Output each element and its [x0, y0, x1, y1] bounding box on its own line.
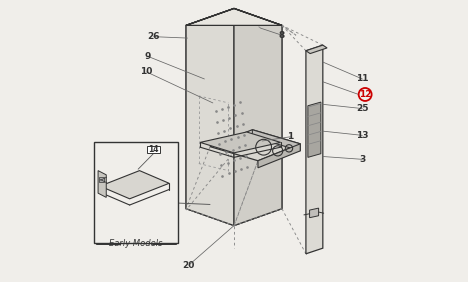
Polygon shape	[234, 8, 282, 226]
Polygon shape	[200, 132, 280, 153]
Polygon shape	[100, 171, 169, 199]
Polygon shape	[210, 130, 300, 161]
Bar	[99, 177, 104, 182]
Text: 20: 20	[183, 261, 195, 270]
Text: 12: 12	[359, 90, 372, 99]
Text: 26: 26	[147, 32, 160, 41]
Polygon shape	[308, 102, 321, 157]
Polygon shape	[306, 45, 323, 254]
Text: 25: 25	[356, 104, 369, 113]
Polygon shape	[309, 208, 319, 218]
Polygon shape	[186, 8, 234, 226]
Bar	[95, 142, 177, 243]
Text: 1: 1	[287, 132, 293, 141]
Polygon shape	[306, 45, 327, 54]
Text: Early Models: Early Models	[109, 239, 162, 248]
Polygon shape	[98, 171, 106, 197]
Polygon shape	[252, 130, 300, 151]
Polygon shape	[186, 8, 282, 25]
Text: 11: 11	[356, 74, 369, 83]
Text: 9: 9	[145, 52, 151, 61]
Text: 14: 14	[148, 145, 159, 154]
Text: 8: 8	[279, 31, 285, 40]
Bar	[147, 146, 160, 153]
Text: 13: 13	[356, 131, 369, 140]
Polygon shape	[186, 8, 282, 226]
Polygon shape	[258, 144, 300, 168]
Text: 3: 3	[359, 155, 366, 164]
Text: 10: 10	[140, 67, 153, 76]
Polygon shape	[186, 8, 282, 25]
